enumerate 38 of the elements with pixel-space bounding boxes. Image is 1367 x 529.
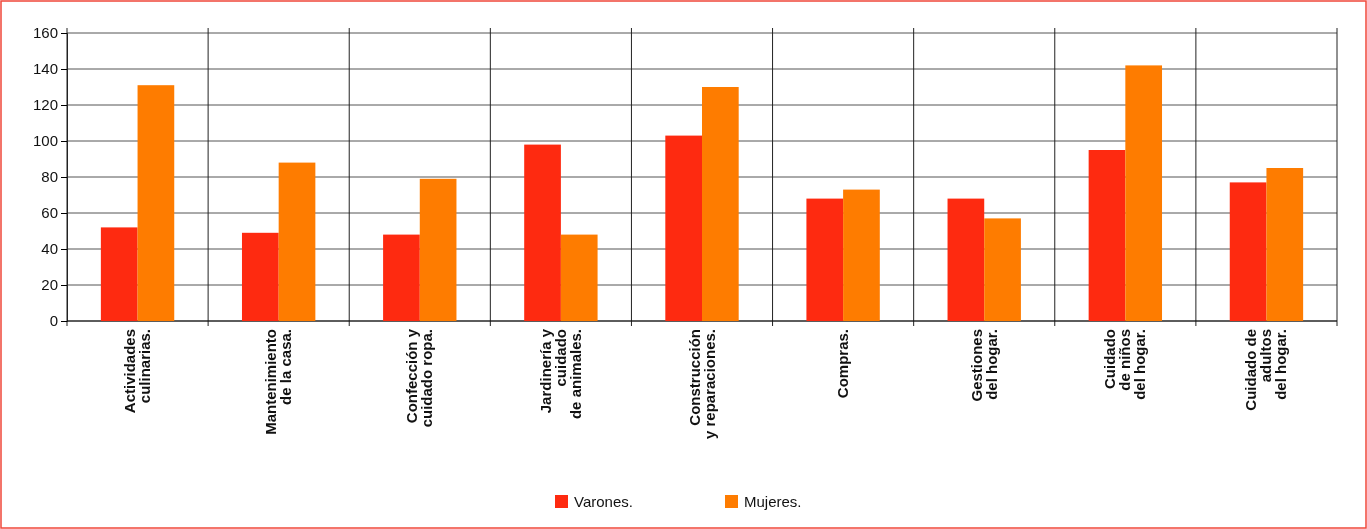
y-tick-label: 160 bbox=[32, 24, 58, 42]
bar bbox=[1125, 65, 1163, 321]
y-tick-label: 0 bbox=[49, 312, 58, 330]
bar bbox=[419, 178, 457, 321]
x-tick-label: Jardinería y cuidado de animales. bbox=[536, 328, 584, 420]
x-tick-label: Mantenimiento de la casa. bbox=[262, 329, 295, 435]
bar bbox=[241, 232, 279, 321]
x-tick-label: Cuidado de adultos del hogar. bbox=[1242, 329, 1290, 411]
y-tick-label: 40 bbox=[41, 240, 58, 258]
y-tick-label: 60 bbox=[41, 204, 58, 222]
legend-label: Varones. bbox=[574, 493, 633, 510]
bar bbox=[665, 135, 702, 321]
bar bbox=[100, 227, 138, 321]
bar bbox=[524, 144, 561, 321]
y-tick-label: 80 bbox=[41, 168, 58, 186]
bar bbox=[1088, 150, 1126, 321]
x-tick-label: Cuidado de niños del hogar. bbox=[1101, 329, 1149, 400]
bar bbox=[1266, 168, 1304, 321]
y-tick-label: 120 bbox=[32, 96, 58, 114]
bar bbox=[278, 162, 316, 321]
legend-label: Mujeres. bbox=[744, 493, 802, 510]
y-tick-label: 140 bbox=[32, 60, 58, 78]
bar bbox=[560, 234, 598, 321]
bar bbox=[702, 87, 739, 321]
bar bbox=[1229, 182, 1267, 321]
y-tick-label: 20 bbox=[41, 276, 58, 294]
x-tick-label: Actividades culinarias. bbox=[121, 329, 154, 414]
bar bbox=[137, 85, 175, 321]
x-tick-label: Construcción y reparaciones. bbox=[685, 329, 718, 440]
bar bbox=[947, 198, 985, 321]
bar bbox=[383, 234, 420, 321]
bar bbox=[984, 218, 1021, 321]
x-tick-label: Compras. bbox=[834, 329, 852, 399]
x-tick-label: Gestiones del hogar. bbox=[967, 329, 1000, 402]
bar bbox=[843, 189, 880, 321]
x-tick-label: Confección y cuidado ropa. bbox=[403, 328, 436, 428]
y-tick-label: 100 bbox=[32, 132, 58, 150]
bar bbox=[806, 198, 844, 321]
